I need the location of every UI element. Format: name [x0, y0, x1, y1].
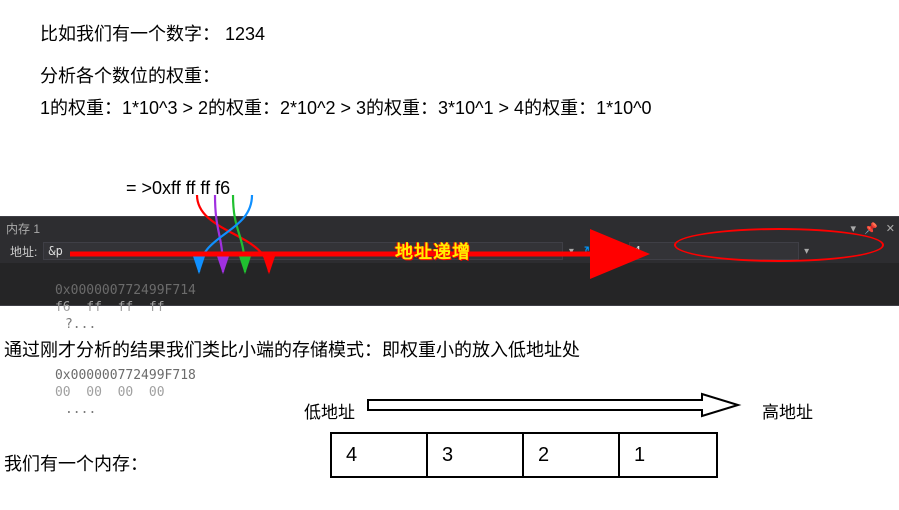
memory-cell: 1 [620, 434, 716, 476]
memory-cell: 3 [428, 434, 524, 476]
memory-panel-title: 内存 1 [6, 220, 40, 237]
intro-number-line: 比如我们有一个数字： 1234 [40, 20, 265, 46]
memory-row-address: 0x000000772499F714 [55, 282, 215, 299]
red-ellipse-annotation [674, 228, 884, 262]
memory-row-bytes: f6 ff ff ff [55, 299, 165, 316]
memory-cells: 4 3 2 1 [330, 432, 718, 478]
weights-title: 分析各个数位的权重： [40, 62, 220, 88]
pin-icon[interactable]: 📌 [864, 222, 878, 235]
memory-prompt: 我们有一个内存： [4, 450, 148, 476]
memory-hex-body: 0x000000772499F714 f6 ff ff ff ?... 0x00… [0, 263, 899, 303]
memory-row-ascii: ?... [55, 316, 96, 333]
address-input[interactable] [43, 242, 563, 260]
close-icon[interactable]: ✕ [886, 222, 895, 235]
address-dropdown-icon[interactable]: ▾ [563, 246, 579, 257]
memory-cell: 2 [524, 434, 620, 476]
weights-detail: 1的权重：1*10^3 > 2的权重：2*10^2 > 3的权重：3*10^1 … [40, 94, 652, 120]
memory-row: 0x000000772499F714 f6 ff ff ff ?... [8, 265, 891, 350]
address-increase-label: 地址递增 [395, 238, 471, 264]
memory-cell: 4 [332, 434, 428, 476]
hex-value-label: = >0xff ff ff f6 [126, 178, 230, 199]
columns-label: 列: [599, 243, 628, 260]
memory-row: 0x000000772499F718 00 00 00 00 .... [8, 350, 891, 435]
address-label: 地址: [0, 243, 43, 260]
memory-row-bytes: 00 00 00 00 [55, 384, 165, 401]
refresh-icon[interactable]: ↻ [579, 243, 599, 260]
memory-row-address: 0x000000772499F718 [55, 367, 215, 384]
memory-row-ascii: .... [55, 401, 96, 418]
